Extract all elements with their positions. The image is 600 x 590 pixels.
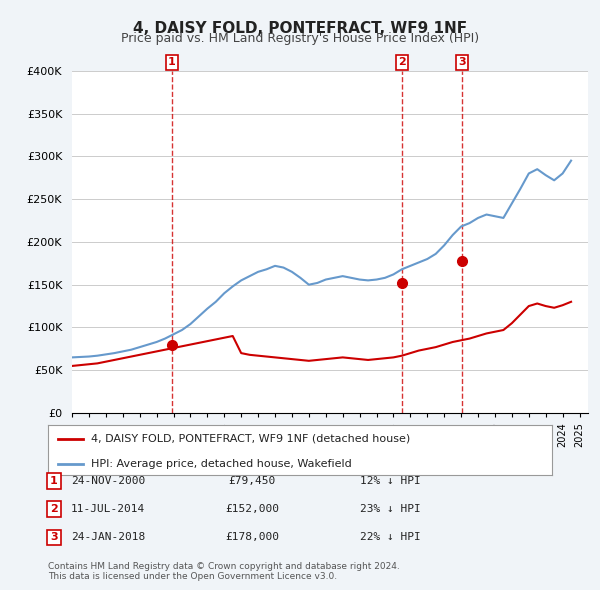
Text: 3: 3 (50, 533, 58, 542)
Text: £79,450: £79,450 (229, 476, 275, 486)
Text: Price paid vs. HM Land Registry's House Price Index (HPI): Price paid vs. HM Land Registry's House … (121, 32, 479, 45)
Text: 24-JAN-2018: 24-JAN-2018 (71, 533, 145, 542)
Text: 1: 1 (168, 57, 176, 67)
Text: £178,000: £178,000 (225, 533, 279, 542)
Text: 12% ↓ HPI: 12% ↓ HPI (359, 476, 421, 486)
Text: Contains HM Land Registry data © Crown copyright and database right 2024.
This d: Contains HM Land Registry data © Crown c… (48, 562, 400, 581)
Text: 2: 2 (50, 504, 58, 514)
Text: 1: 1 (50, 476, 58, 486)
Text: 4, DAISY FOLD, PONTEFRACT, WF9 1NF: 4, DAISY FOLD, PONTEFRACT, WF9 1NF (133, 21, 467, 35)
Text: 2: 2 (398, 57, 406, 67)
Text: HPI: Average price, detached house, Wakefield: HPI: Average price, detached house, Wake… (91, 459, 352, 469)
Text: 23% ↓ HPI: 23% ↓ HPI (359, 504, 421, 514)
Text: £152,000: £152,000 (225, 504, 279, 514)
Text: 11-JUL-2014: 11-JUL-2014 (71, 504, 145, 514)
Text: 3: 3 (458, 57, 466, 67)
Text: 22% ↓ HPI: 22% ↓ HPI (359, 533, 421, 542)
Text: 24-NOV-2000: 24-NOV-2000 (71, 476, 145, 486)
Text: 4, DAISY FOLD, PONTEFRACT, WF9 1NF (detached house): 4, DAISY FOLD, PONTEFRACT, WF9 1NF (deta… (91, 434, 410, 444)
